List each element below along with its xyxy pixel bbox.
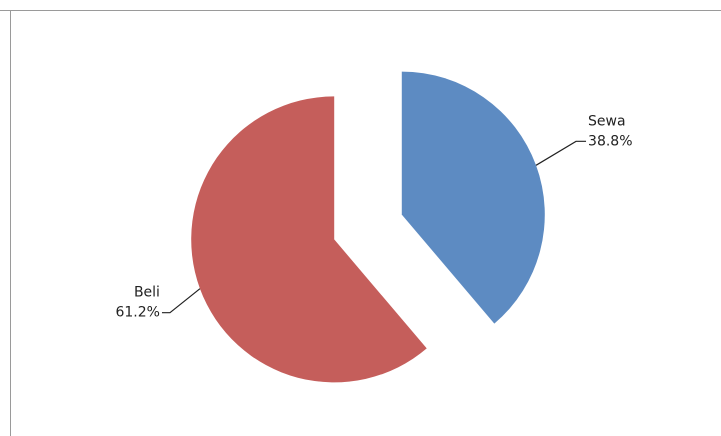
pie <box>191 71 545 383</box>
leader-line <box>535 140 587 166</box>
slice-value-label: 38.8% <box>588 133 632 149</box>
labels: Sewa 38.8% Beli 61.2% <box>115 113 632 320</box>
slice-value-label: 61.2% <box>115 305 159 321</box>
slice-label: Beli <box>134 285 160 301</box>
pie-slice <box>191 96 427 383</box>
slice-label: Sewa <box>588 113 626 129</box>
leader-line <box>161 288 201 314</box>
pie-slice <box>401 71 545 324</box>
